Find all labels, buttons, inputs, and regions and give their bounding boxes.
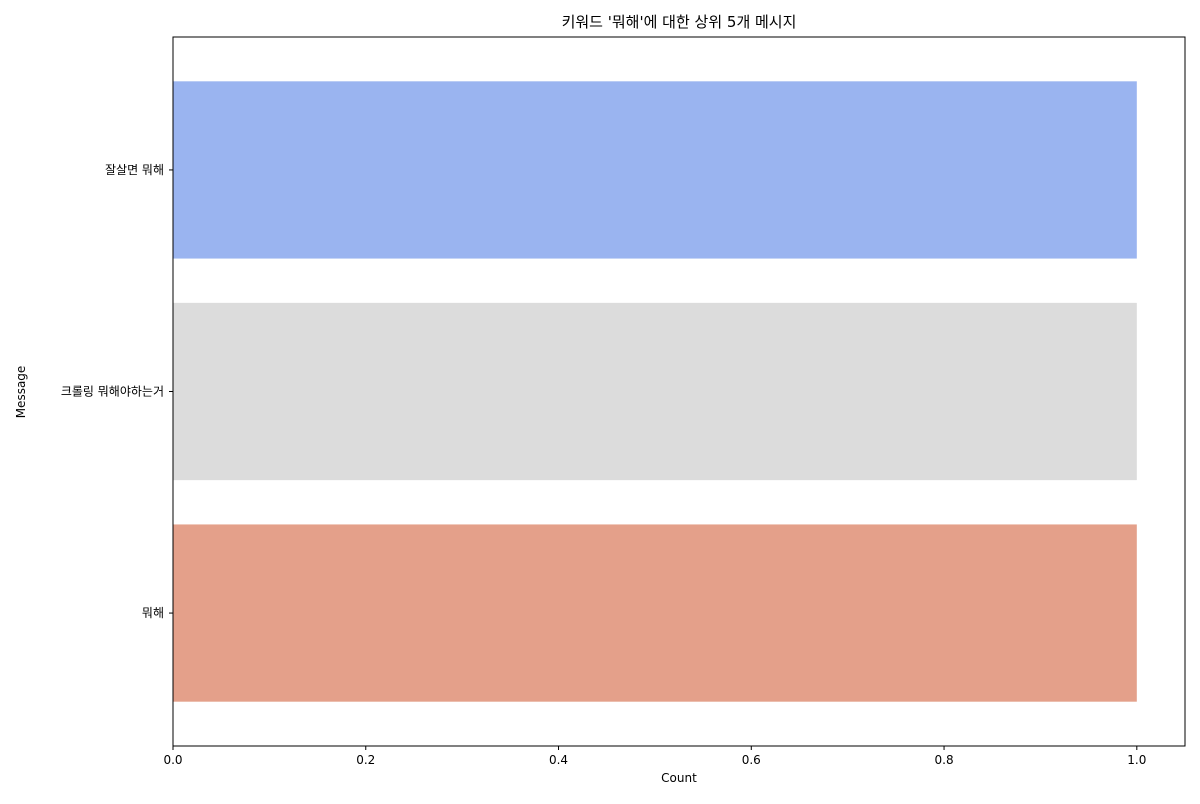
bar-2: [173, 524, 1137, 702]
y-axis-label: Message: [14, 366, 28, 419]
x-tick-label: 0.4: [549, 753, 568, 767]
chart-title: 키워드 '뭐해'에 대한 상위 5개 메시지: [562, 13, 797, 31]
y-tick-label: 잘살면 뭐해: [105, 163, 164, 177]
x-tick-label: 0.2: [356, 753, 375, 767]
y-tick-label: 뭐해: [142, 606, 164, 620]
x-tick-label: 0.6: [742, 753, 761, 767]
x-axis-label: Count: [661, 771, 697, 785]
bar-0: [173, 81, 1137, 259]
bars-group: [173, 81, 1137, 702]
x-tick-label: 0.0: [163, 753, 182, 767]
y-tick-label: 크롤링 뭐해야하는거: [61, 385, 164, 399]
bar-1: [173, 302, 1137, 481]
x-tick-label: 0.8: [935, 753, 954, 767]
x-axis: 0.0 0.2 0.4 0.6 0.8 1.0: [163, 746, 1146, 767]
x-tick-label: 1.0: [1127, 753, 1146, 767]
